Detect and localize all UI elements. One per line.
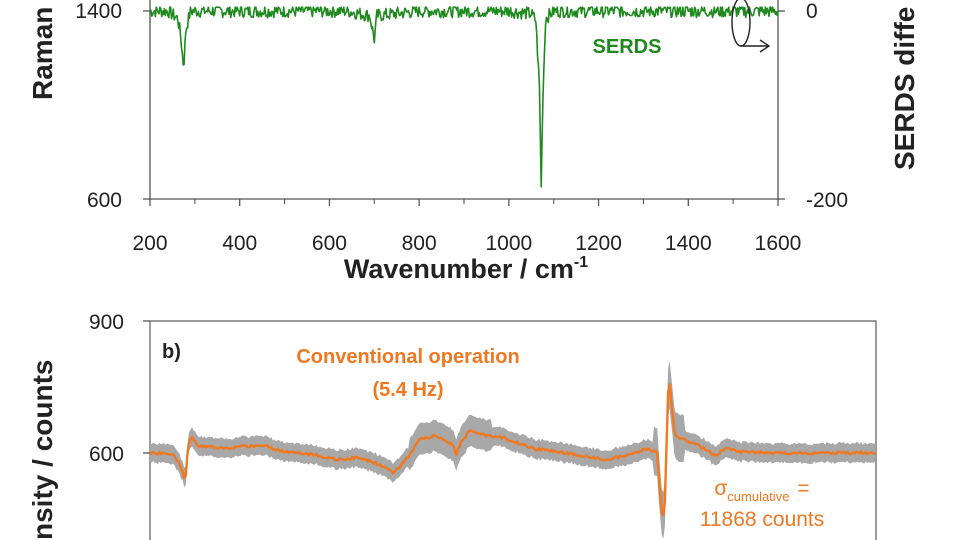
panel-b-sigma-value: 11868 counts — [700, 508, 825, 531]
panel-a-y-left-tick-600: 600 — [87, 189, 122, 212]
panel-b-y-tick-900: 900 — [89, 311, 124, 334]
panel-a-axes — [149, 0, 779, 200]
panel-b-conventional-series-line — [150, 383, 876, 517]
panel-a-x-tick-label: 400 — [222, 232, 257, 255]
panel-a-x-axis-title-superscript: -1 — [574, 254, 588, 271]
panel-b-sigma-subscript: cumulative — [727, 489, 789, 504]
panel-a-x-tick-labels: 200 400 600 800 1000 1200 1400 1600 — [132, 232, 801, 255]
panel-a-x-tick-label: 1000 — [485, 232, 532, 255]
panel-b: 900 600 nsity / counts b) Conventional o… — [27, 311, 877, 540]
panel-a-y-right-tick-minus-200: -200 — [806, 189, 848, 212]
panel-b-plot-frame — [149, 320, 877, 540]
panel-a-series-label-serds: SERDS — [593, 36, 662, 58]
panel-b-sigma-label: σcumulative = — [714, 477, 809, 504]
panel-a-y-right-tick-0: 0 — [806, 0, 818, 23]
panel-a-x-tick-label: 1200 — [575, 232, 622, 255]
panel-b-y-tick-600: 600 — [89, 443, 124, 466]
panel-a-y-left-tick-1400: 1400 — [75, 0, 122, 23]
panel-b-label: b) — [162, 341, 181, 363]
panel-a-x-axis-title: Wavenumber / cm-1 — [344, 254, 588, 284]
panel-b-sigma-symbol: σ — [714, 477, 727, 500]
panel-b-y-axis-title: nsity / counts — [27, 360, 58, 540]
panel-a: Raman SERDS diffe 200 400 600 800 1000 1200 14… — [27, 0, 920, 284]
panel-b-sd-band — [150, 360, 875, 539]
panel-b-annotation-line2: (5.4 Hz) — [372, 379, 443, 401]
panel-b-y-ticks — [143, 320, 150, 454]
panel-a-axis-indicator — [731, 0, 771, 53]
panel-a-x-tick-label: 1400 — [665, 232, 712, 255]
panel-b-sigma-equals: = — [797, 477, 809, 500]
panel-a-serds-series-line — [149, 6, 779, 188]
panel-a-axis-indicator-arrowhead — [759, 39, 771, 53]
panel-a-x-tick-label: 800 — [402, 232, 437, 255]
panel-a-x-tick-label: 200 — [132, 232, 167, 255]
panel-b-annotation-line1: Conventional operation — [296, 346, 519, 368]
panel-a-x-tick-label: 600 — [312, 232, 347, 255]
panel-a-ticks — [143, 10, 785, 206]
panel-a-x-tick-label: 1600 — [755, 232, 802, 255]
panel-a-x-axis-title-text: Wavenumber / cm — [344, 254, 574, 284]
panel-a-right-axis-title: SERDS diffe — [889, 7, 920, 170]
panel-a-left-axis-title: Raman — [27, 7, 58, 100]
